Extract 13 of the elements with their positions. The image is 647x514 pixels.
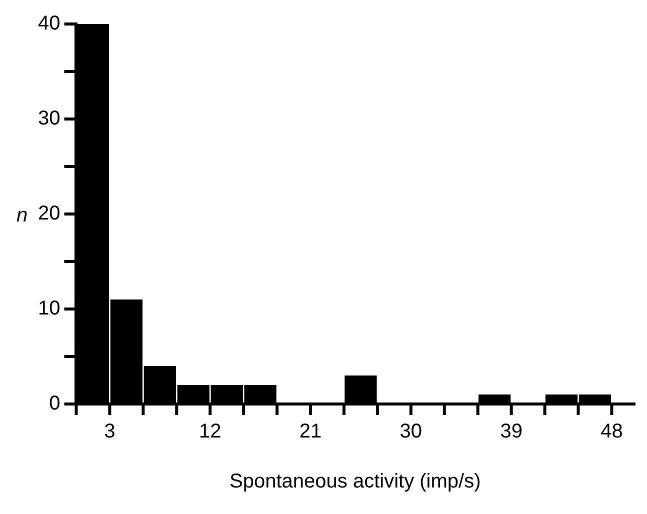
y-tick-label: 0 bbox=[49, 392, 60, 415]
x-tick-label: 12 bbox=[198, 420, 222, 443]
y-axis-title: n bbox=[16, 204, 28, 227]
y-tick-label: 20 bbox=[38, 202, 60, 225]
x-tick-label: 48 bbox=[600, 420, 623, 443]
y-tick-label: 10 bbox=[38, 298, 60, 320]
y-tick-label: 40 bbox=[38, 12, 60, 35]
x-axis-title: Spontaneous activity (imp/s) bbox=[230, 470, 481, 493]
y-tick-label: 30 bbox=[38, 108, 60, 130]
x-tick-label: 30 bbox=[400, 420, 422, 443]
x-tick-label: 21 bbox=[299, 420, 322, 443]
x-tick-label: 39 bbox=[500, 420, 522, 443]
x-tick-label: 3 bbox=[104, 420, 116, 443]
